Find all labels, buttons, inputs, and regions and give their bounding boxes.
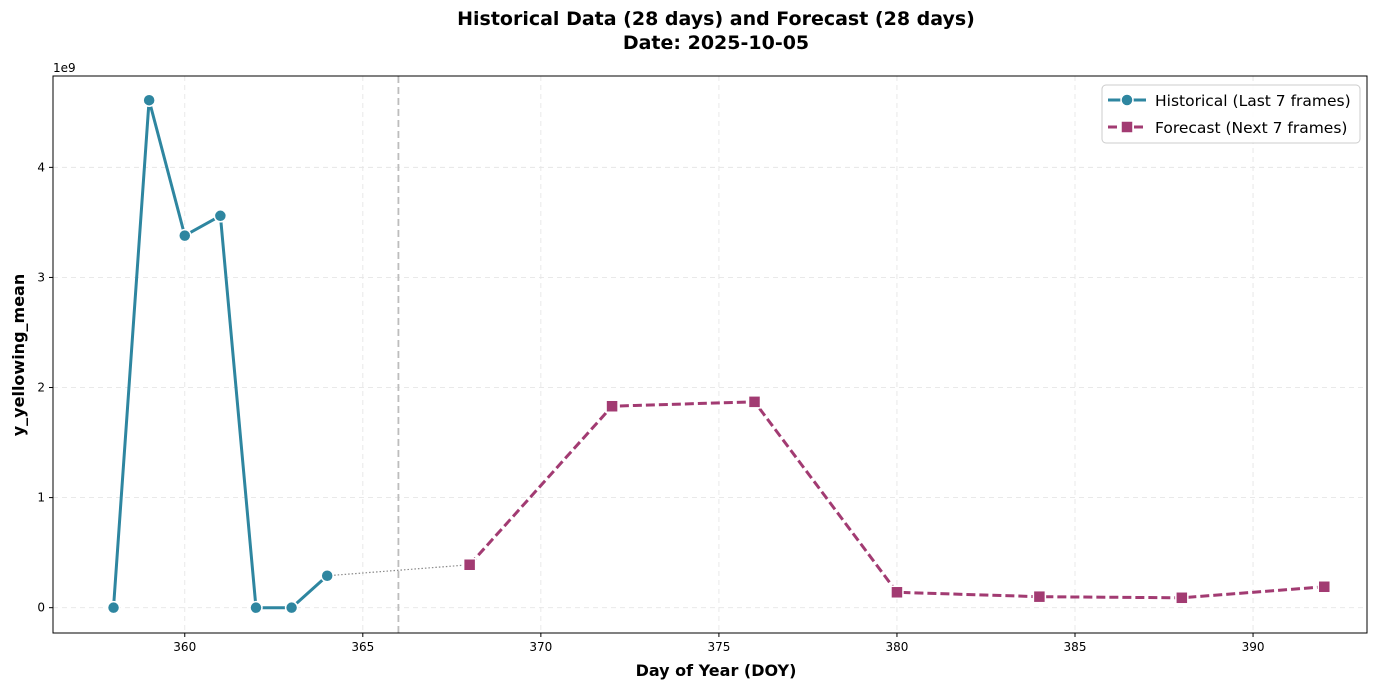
ticks: 360 365 370 375 380 385 390 0 1 2 3 4 xyxy=(37,160,1264,654)
data-point-2 xyxy=(747,395,762,409)
data-point-1 xyxy=(284,600,299,615)
legend-box xyxy=(1101,84,1361,144)
x-tick-label: 365 xyxy=(351,640,374,654)
legend-marker xyxy=(1120,120,1134,134)
chart-subtitle: Date: 2025-10-05 xyxy=(623,32,809,54)
y-tick-label: 1 xyxy=(37,491,45,505)
chart-title: Historical Data (28 days) and Forecast (… xyxy=(457,8,975,30)
data-point-2 xyxy=(1317,580,1332,594)
x-tick-label: 380 xyxy=(885,640,908,654)
y-tick-label: 3 xyxy=(37,270,45,284)
data-point-2 xyxy=(605,399,619,413)
data-point-1 xyxy=(320,569,334,583)
data-point-2 xyxy=(890,585,904,600)
x-tick-label: 360 xyxy=(173,640,196,654)
data-point-2 xyxy=(462,558,477,572)
series-layer xyxy=(106,93,1332,615)
data-point-1 xyxy=(142,93,156,107)
legend: Historical (Last 7 frames) Forecast (Next… xyxy=(1101,84,1361,144)
data-point-1 xyxy=(178,228,192,243)
connector-line xyxy=(327,564,470,577)
data-point-1 xyxy=(213,209,228,223)
data-point-2 xyxy=(1175,591,1189,605)
y-tick-label: 2 xyxy=(37,381,45,395)
plot-frame xyxy=(52,75,1368,634)
legend-marker xyxy=(1120,93,1134,107)
y-tick-label: 0 xyxy=(37,601,45,615)
x-tick-label: 385 xyxy=(1064,640,1087,654)
legend-label: Historical (Last 7 frames) xyxy=(1155,92,1351,110)
data-point-2 xyxy=(1032,589,1047,604)
y-tick-label: 4 xyxy=(37,160,45,174)
y-axis-label: y_yellowing_mean xyxy=(9,274,28,437)
data-point-1 xyxy=(249,600,263,615)
x-tick-label: 390 xyxy=(1242,640,1265,654)
series-line-1 xyxy=(112,98,329,610)
x-tick-label: 375 xyxy=(707,640,730,654)
data-point-1 xyxy=(106,600,121,615)
x-axis-label: Day of Year (DOY) xyxy=(636,661,797,680)
legend-label: Forecast (Next 7 frames) xyxy=(1155,119,1347,137)
y-offset-label: 1e9 xyxy=(53,61,76,75)
x-tick-label: 370 xyxy=(529,640,552,654)
